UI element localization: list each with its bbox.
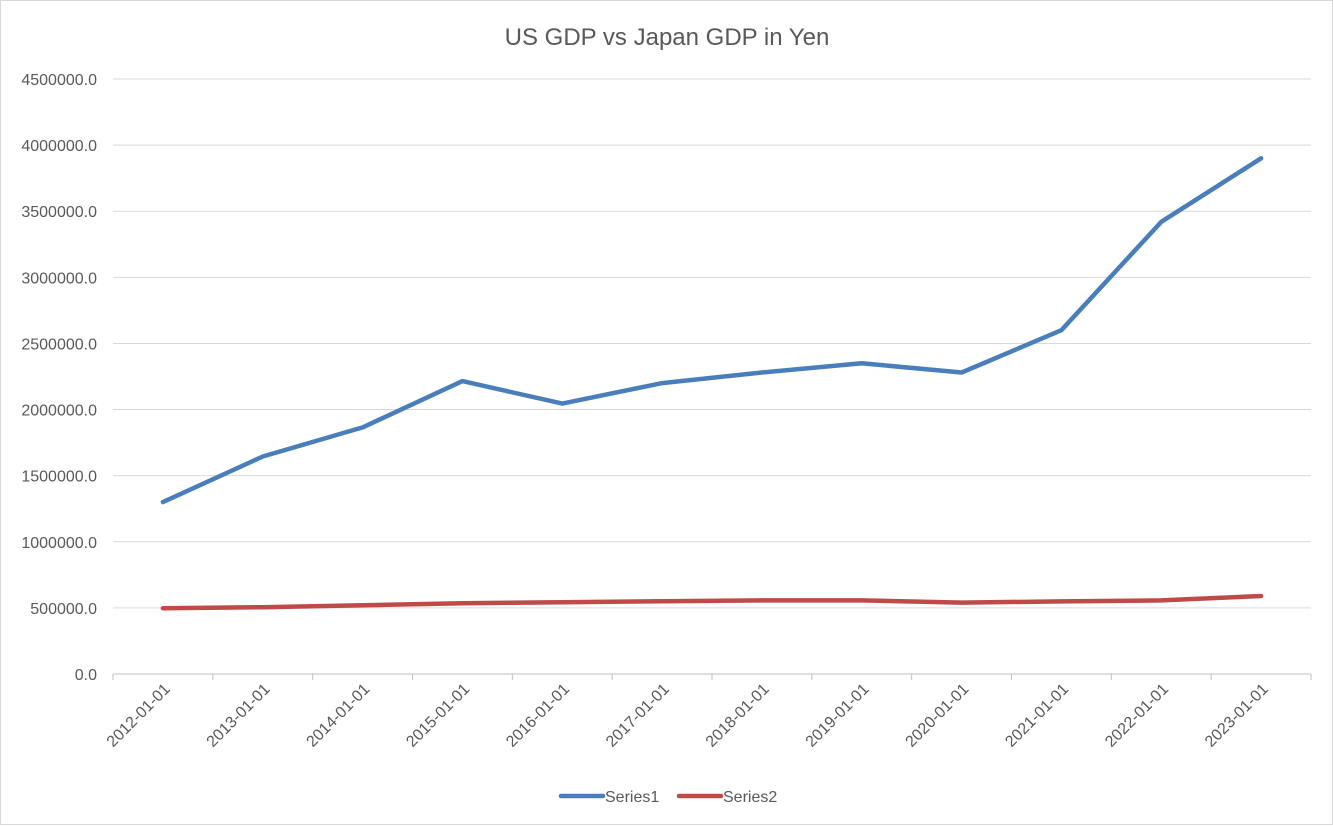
y-tick-label: 4000000.0	[21, 138, 97, 155]
x-tick-label: 2012-01-01	[104, 681, 174, 751]
series-line-series2	[160, 593, 1264, 611]
chart-title: US GDP vs Japan GDP in Yen	[505, 24, 830, 51]
y-tick-label: 2000000.0	[21, 403, 97, 420]
x-tick-label: 2018-01-01	[703, 681, 773, 751]
y-tick-label: 1500000.0	[21, 469, 97, 486]
y-tick-label: 1000000.0	[21, 535, 97, 552]
y-axis: 0.0 500000.0 1000000.0 1500000.0 2000000.0 25…	[21, 72, 97, 684]
y-tick-label: 0.0	[75, 667, 97, 684]
legend: Series1 Series2	[558, 789, 777, 806]
y-tick-label: 500000.0	[30, 601, 97, 618]
legend-label-series1: Series1	[605, 789, 659, 806]
x-tick-label: 2015-01-01	[403, 681, 473, 751]
x-tick-label: 2019-01-01	[803, 681, 873, 751]
x-tick-label: 2017-01-01	[603, 681, 673, 751]
x-axis: 2012-01-01 2013-01-01 2014-01-01 2015-01-01…	[104, 674, 1312, 751]
plot-series	[160, 156, 1264, 611]
x-tick-label: 2020-01-01	[903, 681, 973, 751]
series-line-series1	[160, 156, 1264, 505]
y-tick-label: 3500000.0	[21, 204, 97, 221]
x-tick-label: 2022-01-01	[1102, 681, 1172, 751]
x-tick-label: 2021-01-01	[1002, 681, 1072, 751]
y-tick-label: 2500000.0	[21, 336, 97, 353]
y-tick-label: 3000000.0	[21, 270, 97, 287]
x-tick-label: 2016-01-01	[503, 681, 573, 751]
legend-label-series2: Series2	[723, 789, 777, 806]
x-tick-label: 2014-01-01	[304, 681, 374, 751]
x-tick-label: 2013-01-01	[204, 681, 274, 751]
x-tick-label: 2023-01-01	[1202, 681, 1272, 751]
y-tick-label: 4500000.0	[21, 72, 97, 89]
